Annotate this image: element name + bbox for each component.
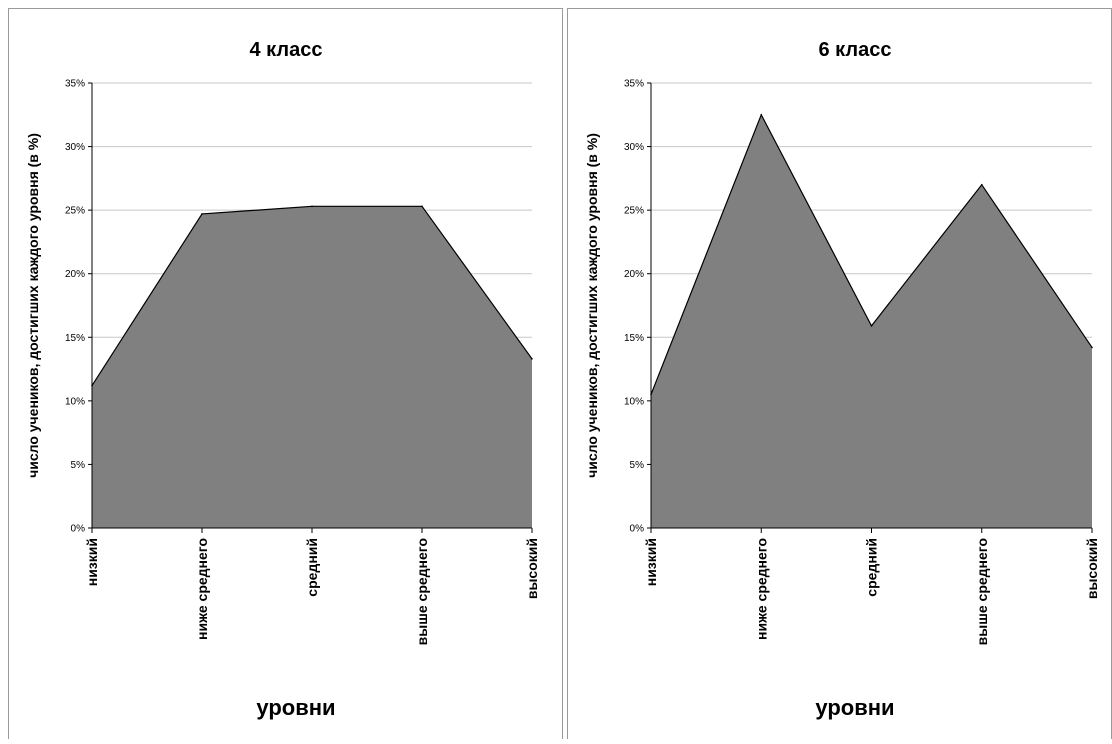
x-tick-label: низкий xyxy=(643,538,659,586)
data-point xyxy=(201,213,203,215)
x-axis-label: уровни xyxy=(256,695,335,720)
y-tick-label: 10% xyxy=(624,396,644,407)
data-point xyxy=(760,113,763,116)
data-point xyxy=(421,205,423,208)
y-tick-label: 5% xyxy=(71,460,86,471)
area-fill xyxy=(92,206,532,529)
data-point xyxy=(311,205,313,208)
x-tick-label: ниже среднего xyxy=(194,538,210,640)
y-tick-label: 25% xyxy=(624,206,644,217)
y-tick-label: 20% xyxy=(65,269,85,280)
y-tick-label: 15% xyxy=(624,333,644,344)
data-point xyxy=(1091,346,1093,349)
data-point xyxy=(980,183,983,186)
y-tick-label: 20% xyxy=(624,269,644,280)
x-tick-label: низкий xyxy=(84,538,100,586)
chart-title: 4 класс xyxy=(249,39,322,61)
x-tick-label: средний xyxy=(864,538,880,597)
y-tick-label: 15% xyxy=(65,333,85,344)
area-fill xyxy=(651,114,1092,529)
chart-6-grade: 6 класс 0% 5% 10% 15% 20% 25% 30% 35% низкий ниже … xyxy=(584,39,1100,720)
x-tick-label: ниже среднего xyxy=(753,538,769,640)
x-tick-label: высокий xyxy=(524,538,540,599)
y-tick-label: 10% xyxy=(65,396,85,407)
data-point xyxy=(870,325,873,327)
y-tick-label: 30% xyxy=(624,142,644,153)
chart-title: 6 класс xyxy=(818,39,891,61)
y-tick-label: 0% xyxy=(630,524,645,535)
data-point xyxy=(531,358,533,360)
y-axis-label: число учеников, достигших каждого уровня… xyxy=(584,133,600,478)
y-tick-label: 35% xyxy=(65,79,85,90)
y-tick-label: 0% xyxy=(71,524,86,535)
y-tick-label: 35% xyxy=(624,79,644,90)
x-tick-label: высокий xyxy=(1084,538,1100,599)
x-axis-label: уровни xyxy=(815,695,894,720)
y-tick-label: 30% xyxy=(65,142,85,153)
y-tick-label: 5% xyxy=(630,460,645,471)
chart-panel-4-grade: 4 класс 0% 5% 10% 15% 20% 25% 30% 35% низкий ниже … xyxy=(8,8,563,739)
x-tick-label: средний xyxy=(304,538,320,597)
x-tick-label: выше среднего xyxy=(974,538,990,645)
x-tick-label: выше среднего xyxy=(414,538,430,645)
y-tick-label: 25% xyxy=(65,206,85,217)
chart-4-grade: 4 класс 0% 5% 10% 15% 20% 25% 30% 35% низкий ниже … xyxy=(25,39,540,720)
chart-panel-6-grade: 6 класс 0% 5% 10% 15% 20% 25% 30% 35% низкий ниже … xyxy=(567,8,1112,739)
y-axis-label: число учеников, достигших каждого уровня… xyxy=(25,133,41,478)
